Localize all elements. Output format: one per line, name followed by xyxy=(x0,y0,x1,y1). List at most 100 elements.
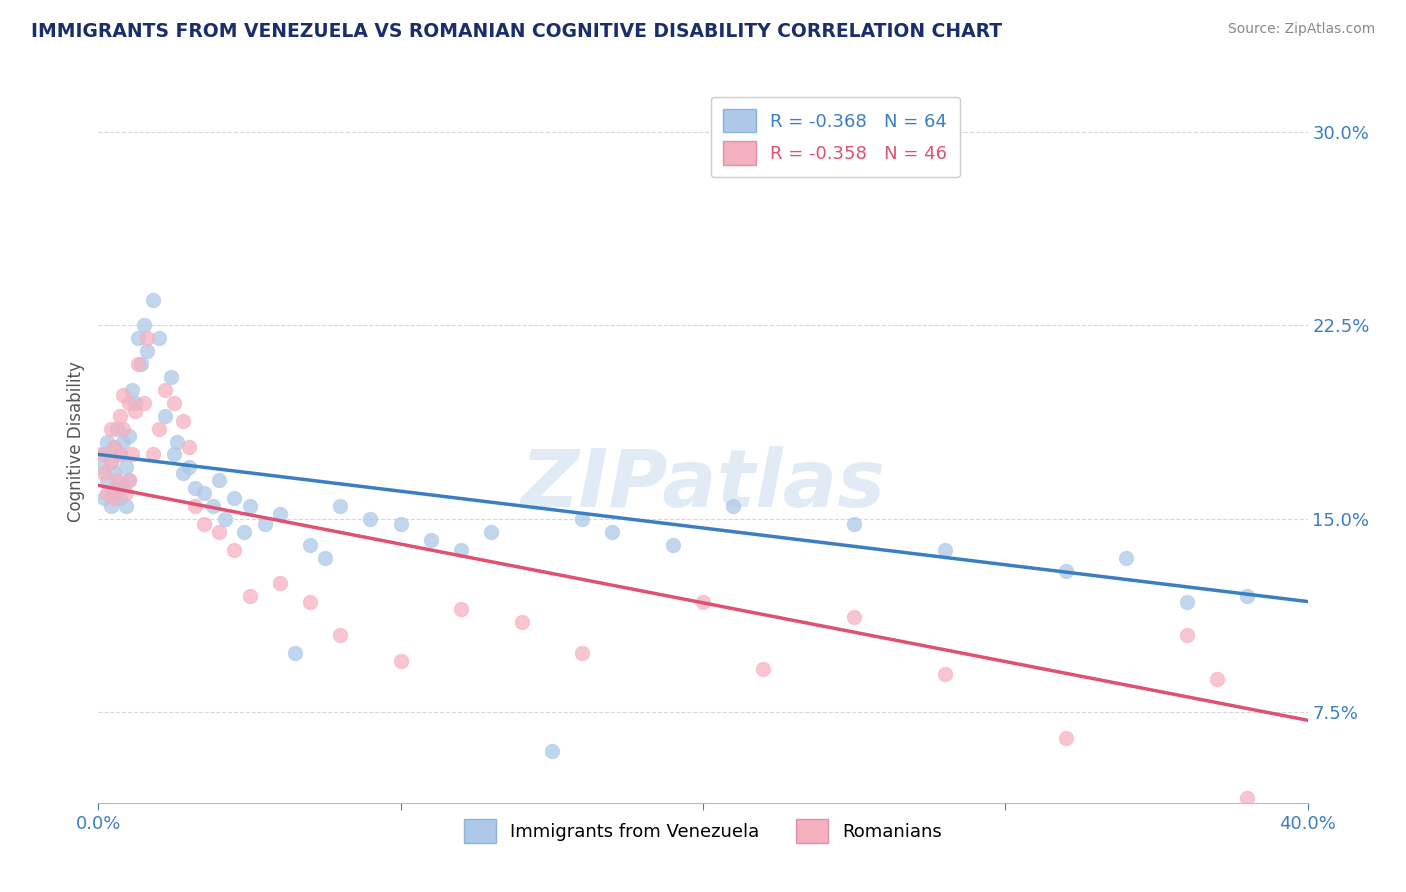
Point xyxy=(450,542,472,557)
Point xyxy=(299,594,322,608)
Point xyxy=(329,628,352,642)
Point xyxy=(118,396,141,410)
Point xyxy=(153,383,176,397)
Point xyxy=(132,318,155,333)
Point xyxy=(148,331,170,345)
Point xyxy=(124,396,146,410)
Point xyxy=(96,434,118,449)
Point xyxy=(224,542,246,557)
Point xyxy=(179,460,201,475)
Text: Source: ZipAtlas.com: Source: ZipAtlas.com xyxy=(1227,22,1375,37)
Point xyxy=(142,447,165,461)
Point xyxy=(121,447,143,461)
Point xyxy=(100,455,122,469)
Point xyxy=(114,499,136,513)
Point xyxy=(121,383,143,397)
Point xyxy=(93,491,115,506)
Point xyxy=(540,744,562,758)
Point xyxy=(481,524,503,539)
Point xyxy=(844,517,866,532)
Point xyxy=(1236,790,1258,805)
Point xyxy=(602,524,624,539)
Point xyxy=(111,478,134,492)
Point xyxy=(135,344,157,359)
Point xyxy=(1206,672,1229,686)
Point xyxy=(193,486,215,500)
Point xyxy=(389,517,412,532)
Point xyxy=(105,481,128,495)
Point xyxy=(118,473,141,487)
Point xyxy=(114,486,136,500)
Point xyxy=(93,447,115,461)
Point xyxy=(571,512,593,526)
Point xyxy=(105,422,128,436)
Point xyxy=(224,491,246,506)
Point xyxy=(93,466,115,480)
Point xyxy=(284,646,307,660)
Point xyxy=(100,499,122,513)
Point xyxy=(96,473,118,487)
Point xyxy=(1175,628,1198,642)
Point xyxy=(269,507,291,521)
Point xyxy=(100,422,122,436)
Point xyxy=(661,538,683,552)
Point xyxy=(127,331,149,345)
Point xyxy=(329,499,352,513)
Point xyxy=(127,357,149,371)
Point xyxy=(420,533,443,547)
Point xyxy=(389,654,412,668)
Point xyxy=(163,447,186,461)
Point xyxy=(253,517,276,532)
Point xyxy=(1175,594,1198,608)
Point xyxy=(692,594,714,608)
Point xyxy=(202,499,225,513)
Point xyxy=(269,576,291,591)
Point xyxy=(314,550,336,565)
Point xyxy=(184,481,207,495)
Point xyxy=(111,434,134,449)
Point xyxy=(184,499,207,513)
Text: IMMIGRANTS FROM VENEZUELA VS ROMANIAN COGNITIVE DISABILITY CORRELATION CHART: IMMIGRANTS FROM VENEZUELA VS ROMANIAN CO… xyxy=(31,22,1002,41)
Point xyxy=(510,615,533,630)
Point xyxy=(90,447,112,461)
Point xyxy=(232,524,254,539)
Point xyxy=(239,590,262,604)
Point xyxy=(103,486,125,500)
Point xyxy=(163,396,186,410)
Point xyxy=(90,460,112,475)
Legend: Immigrants from Venezuela, Romanians: Immigrants from Venezuela, Romanians xyxy=(451,806,955,855)
Point xyxy=(160,370,183,384)
Point xyxy=(105,473,128,487)
Point xyxy=(148,422,170,436)
Point xyxy=(111,388,134,402)
Text: ZIPatlas: ZIPatlas xyxy=(520,446,886,524)
Point xyxy=(103,491,125,506)
Point xyxy=(571,646,593,660)
Point xyxy=(752,662,775,676)
Point xyxy=(129,357,152,371)
Point xyxy=(108,491,131,506)
Point xyxy=(172,414,194,428)
Point xyxy=(172,466,194,480)
Point xyxy=(114,460,136,475)
Point xyxy=(1054,731,1077,746)
Point xyxy=(111,422,134,436)
Point xyxy=(108,447,131,461)
Point xyxy=(239,499,262,513)
Point xyxy=(153,409,176,423)
Point xyxy=(124,403,146,417)
Point xyxy=(214,512,236,526)
Point xyxy=(135,331,157,345)
Point xyxy=(103,440,125,454)
Y-axis label: Cognitive Disability: Cognitive Disability xyxy=(66,361,84,522)
Point xyxy=(193,517,215,532)
Point xyxy=(299,538,322,552)
Point xyxy=(208,473,231,487)
Point xyxy=(103,466,125,480)
Point xyxy=(208,524,231,539)
Point xyxy=(1115,550,1137,565)
Point xyxy=(108,409,131,423)
Point xyxy=(118,473,141,487)
Point xyxy=(142,293,165,307)
Point xyxy=(108,447,131,461)
